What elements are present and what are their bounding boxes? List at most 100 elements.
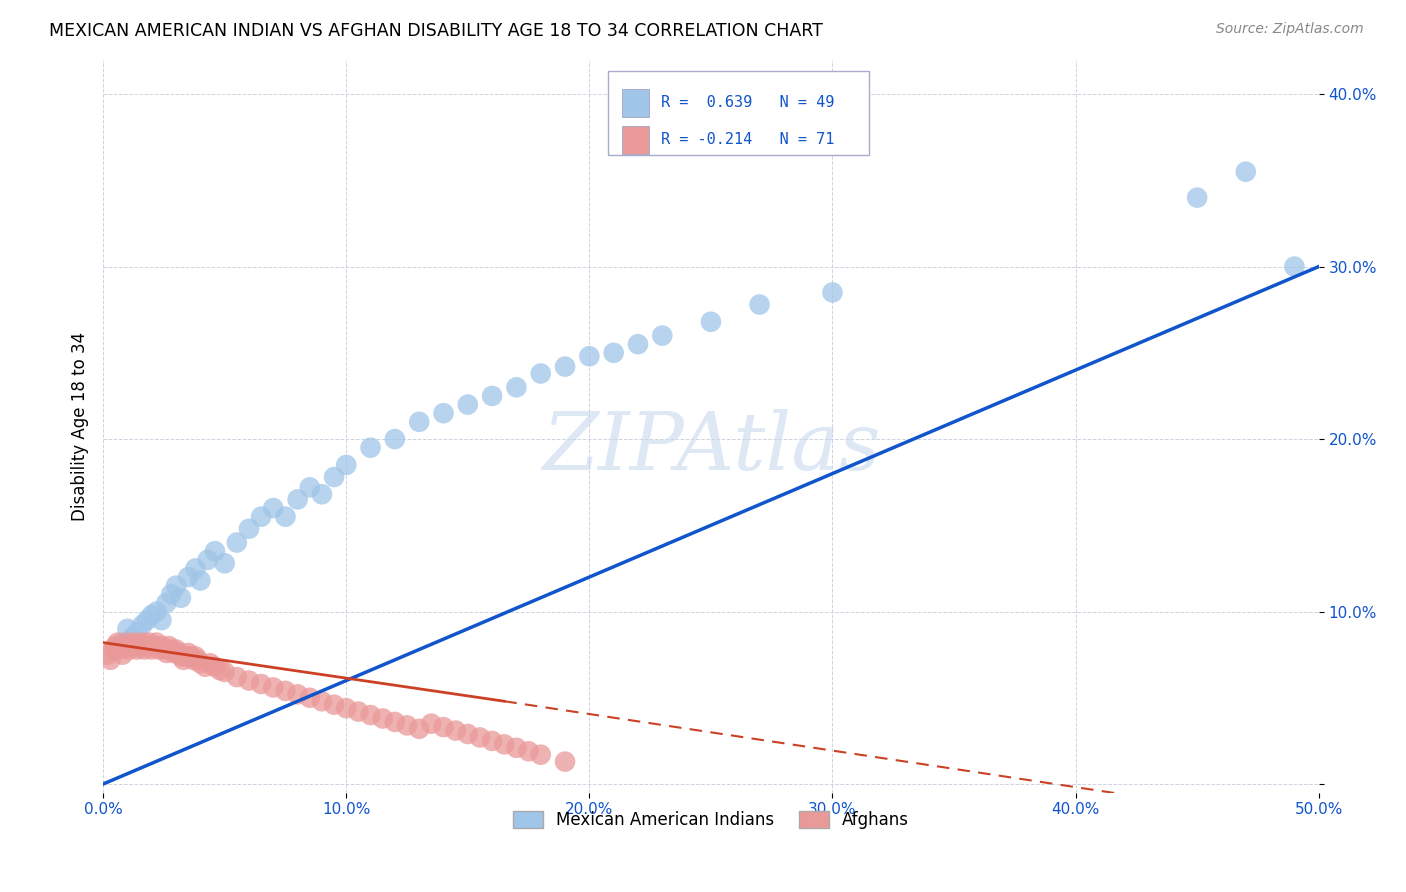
Point — [274, 684, 297, 698]
Point — [627, 337, 650, 351]
Point — [160, 642, 183, 657]
Point — [323, 698, 346, 712]
Bar — [623, 126, 650, 153]
Point — [141, 642, 163, 657]
Point — [457, 727, 479, 741]
Point — [395, 718, 418, 732]
Point — [360, 441, 382, 455]
Point — [748, 297, 770, 311]
Point — [700, 315, 723, 329]
Point — [148, 642, 170, 657]
Point — [145, 635, 167, 649]
Point — [1185, 191, 1208, 205]
Point — [150, 639, 173, 653]
Point — [250, 509, 273, 524]
Point — [190, 574, 212, 588]
Point — [174, 649, 197, 664]
Point — [468, 731, 491, 745]
Point — [347, 705, 370, 719]
Point — [408, 722, 430, 736]
Y-axis label: Disability Age 18 to 34: Disability Age 18 to 34 — [72, 332, 89, 521]
Point — [177, 646, 200, 660]
Point — [121, 639, 143, 653]
Point — [187, 653, 209, 667]
Point — [517, 744, 540, 758]
Point — [214, 665, 236, 679]
Point — [530, 367, 553, 381]
Point — [554, 755, 576, 769]
Point — [190, 657, 212, 671]
Point — [160, 587, 183, 601]
Point — [170, 591, 193, 605]
Point — [165, 579, 187, 593]
Point — [181, 653, 204, 667]
Point — [184, 649, 207, 664]
Point — [170, 649, 193, 664]
Point — [155, 646, 177, 660]
Point — [311, 694, 333, 708]
Legend: Mexican American Indians, Afghans: Mexican American Indians, Afghans — [506, 804, 915, 836]
Point — [107, 635, 129, 649]
Point — [1284, 260, 1306, 274]
Point — [167, 646, 190, 660]
Point — [157, 639, 180, 653]
Point — [238, 522, 260, 536]
Point — [138, 635, 160, 649]
Point — [432, 720, 454, 734]
Point — [135, 639, 157, 653]
Point — [162, 646, 184, 660]
Point — [335, 701, 357, 715]
Point — [554, 359, 576, 374]
Point — [204, 544, 226, 558]
Point — [208, 663, 231, 677]
Point — [384, 432, 406, 446]
Point — [384, 714, 406, 729]
Bar — [623, 88, 650, 117]
Point — [150, 613, 173, 627]
Point — [118, 642, 141, 657]
Text: R =  0.639   N = 49: R = 0.639 N = 49 — [661, 95, 834, 110]
Point — [194, 659, 217, 673]
Point — [111, 648, 134, 662]
Point — [298, 690, 321, 705]
Point — [420, 716, 443, 731]
Point — [335, 458, 357, 472]
Point — [204, 659, 226, 673]
Point — [408, 415, 430, 429]
Point — [298, 480, 321, 494]
Point — [128, 639, 150, 653]
Text: Source: ZipAtlas.com: Source: ZipAtlas.com — [1216, 22, 1364, 37]
Point — [180, 649, 202, 664]
Point — [114, 639, 136, 653]
Text: R = -0.214   N = 71: R = -0.214 N = 71 — [661, 132, 834, 147]
Point — [505, 740, 527, 755]
Point — [578, 349, 600, 363]
Point — [481, 389, 503, 403]
Point — [225, 535, 247, 549]
Point — [184, 561, 207, 575]
Point — [134, 642, 156, 657]
Point — [287, 687, 309, 701]
Point — [198, 657, 221, 671]
Point — [225, 670, 247, 684]
Point — [104, 642, 127, 657]
Point — [311, 487, 333, 501]
Point — [117, 622, 139, 636]
Point — [155, 596, 177, 610]
Point — [360, 708, 382, 723]
Point — [97, 648, 120, 662]
Point — [821, 285, 844, 300]
Point — [141, 607, 163, 622]
Point — [197, 553, 219, 567]
Point — [287, 492, 309, 507]
Point — [250, 677, 273, 691]
Point — [165, 642, 187, 657]
Point — [143, 639, 166, 653]
Point — [145, 605, 167, 619]
FancyBboxPatch shape — [607, 70, 869, 155]
Point — [481, 734, 503, 748]
Point — [121, 631, 143, 645]
Text: ZIPAtlas: ZIPAtlas — [541, 409, 880, 487]
Point — [602, 346, 624, 360]
Point — [101, 642, 124, 657]
